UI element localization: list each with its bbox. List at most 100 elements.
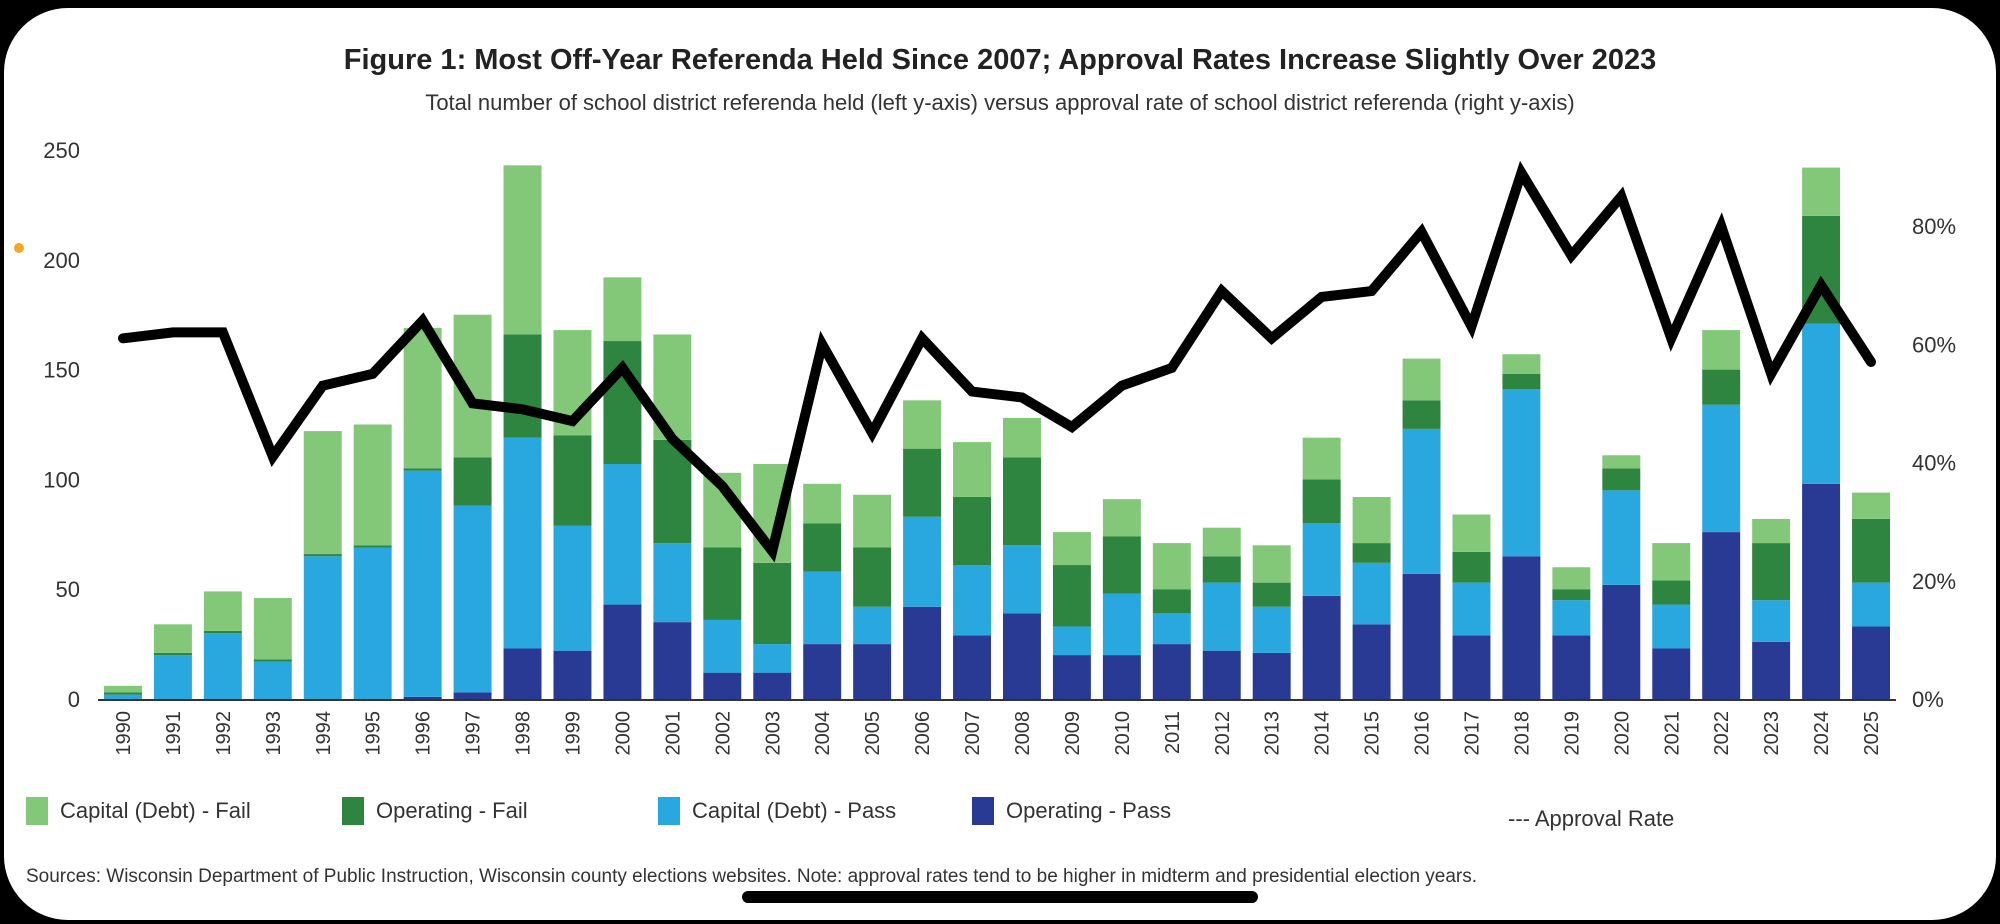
bar-segment-operating-pass: [603, 604, 642, 699]
bar-segment-operating-pass: [403, 696, 442, 699]
bar-segment-capital-debt-fail: [253, 597, 292, 660]
x-tick-label: 2000: [612, 711, 634, 756]
bar-segment-operating-fail: [853, 547, 892, 607]
bar-segment-capital-debt-fail: [1152, 543, 1191, 590]
y-right-tick-label: 20%: [1912, 569, 1956, 594]
bar-segment-capital-debt-fail: [953, 442, 992, 497]
bar-segment-capital-debt-pass: [1602, 490, 1641, 585]
approval-rate-point: [721, 485, 724, 488]
approval-rate-point: [1120, 384, 1123, 387]
legend-label: Operating - Fail: [376, 798, 528, 823]
approval-rate-point: [471, 402, 474, 405]
bar-segment-capital-debt-fail: [903, 400, 942, 449]
bar-segment-capital-debt-fail: [1052, 532, 1091, 566]
x-tick-label: 2012: [1212, 711, 1234, 756]
bar-segment-capital-debt-fail: [503, 165, 542, 335]
bar-segment-capital-debt-fail: [1352, 496, 1391, 544]
bar-segment-capital-debt-fail: [853, 494, 892, 548]
approval-rate-point: [1170, 366, 1173, 369]
bar-segment-capital-debt-pass: [953, 565, 992, 636]
bar-segment-operating-pass: [1252, 652, 1291, 699]
bar-segment-capital-debt-pass: [303, 556, 342, 699]
legend-swatch: [658, 797, 680, 825]
bar-segment-capital-debt-fail: [353, 424, 392, 546]
y-left-tick-label: 150: [43, 358, 80, 383]
bar-segment-capital-debt-pass: [553, 525, 592, 651]
legend-label: Capital (Debt) - Pass: [692, 798, 897, 823]
bar-segment-capital-debt-fail: [203, 591, 242, 631]
x-tick-label: 2001: [662, 711, 684, 756]
bar-segment-operating-fail: [1452, 551, 1491, 583]
bar-segment-operating-fail: [353, 545, 392, 548]
bar-segment-capital-debt-pass: [903, 516, 942, 607]
bar-segment-capital-debt-fail: [1202, 527, 1241, 557]
x-tick-label: 2014: [1312, 711, 1334, 756]
x-tick-label: 2019: [1561, 711, 1583, 756]
bar-segment-operating-pass: [503, 648, 542, 699]
x-tick-label: 2017: [1461, 711, 1483, 756]
bar-segment-capital-debt-pass: [1202, 582, 1241, 651]
x-tick-label: 1996: [413, 711, 435, 756]
x-tick-label: 2010: [1112, 711, 1134, 756]
bar-segment-operating-pass: [953, 635, 992, 699]
bar-segment-operating-fail: [1552, 589, 1591, 601]
approval-rate-point: [871, 431, 874, 434]
bar-segment-operating-fail: [1102, 536, 1141, 594]
bar-segment-operating-pass: [1052, 655, 1091, 699]
bar-segment-operating-fail: [1502, 373, 1541, 390]
bar-segment-operating-fail: [1352, 543, 1391, 563]
bar-segment-operating-fail: [753, 562, 792, 645]
bar-segment-capital-debt-fail: [803, 483, 842, 524]
y-left-tick-label: 200: [43, 248, 80, 273]
x-tick-label: 2023: [1761, 711, 1783, 756]
bar-segment-capital-debt-pass: [1552, 600, 1591, 636]
bar-segment-capital-debt-pass: [1052, 626, 1091, 656]
x-tick-label: 1993: [263, 711, 285, 756]
bar-segment-capital-debt-fail: [1502, 354, 1541, 374]
approval-rate-point: [971, 390, 974, 393]
x-tick-label: 2020: [1611, 711, 1633, 756]
bar-segment-operating-pass: [1702, 532, 1741, 699]
bar-segment-operating-fail: [1752, 543, 1791, 601]
bar-segment-capital-debt-pass: [203, 633, 242, 699]
x-tick-label: 2003: [762, 711, 784, 756]
bar-segment-operating-pass: [753, 672, 792, 699]
bar-segment-capital-debt-pass: [453, 505, 492, 693]
y-left-tick-label: 50: [56, 577, 80, 602]
bar-segment-capital-debt-pass: [603, 464, 642, 605]
bar-segment-operating-pass: [1202, 650, 1241, 699]
bar-segment-operating-pass: [1002, 613, 1041, 699]
bar-segment-operating-fail: [153, 652, 192, 656]
x-tick-label: 2018: [1511, 711, 1533, 756]
approval-rate-point: [521, 408, 524, 411]
approval-rate-point: [921, 337, 924, 340]
bar-segment-capital-debt-fail: [103, 685, 142, 693]
bar-segment-operating-fail: [1152, 589, 1191, 614]
bar-segment-operating-fail: [903, 448, 942, 517]
approval-rate-point: [1820, 284, 1823, 287]
x-tick-label: 2016: [1412, 711, 1434, 756]
bar-segment-operating-fail: [1652, 580, 1691, 605]
bar-segment-capital-debt-pass: [1702, 404, 1741, 533]
bar-segment-operating-fail: [203, 630, 242, 634]
bar-segment-operating-pass: [903, 606, 942, 699]
bar-segment-capital-debt-pass: [653, 543, 692, 623]
approval-rate-point: [571, 420, 574, 423]
x-tick-label: 2004: [812, 711, 834, 756]
bar-segment-operating-pass: [853, 644, 892, 699]
x-tick-label: 2009: [1062, 711, 1084, 756]
bar-segment-operating-fail: [953, 496, 992, 566]
approval-rate-point: [171, 331, 174, 334]
bar-segment-operating-pass: [1102, 655, 1141, 699]
bar-segment-operating-pass: [703, 672, 742, 699]
y-right-tick-label: 40%: [1912, 451, 1956, 476]
x-tick-label: 2008: [1012, 711, 1034, 756]
approval-rate-point: [1320, 295, 1323, 298]
bar-segment-capital-debt-pass: [1002, 545, 1041, 614]
approval-rate-point: [271, 455, 274, 458]
bar-segment-capital-debt-pass: [1502, 389, 1541, 557]
approval-rate-point: [821, 343, 824, 346]
approval-rate-point: [1270, 337, 1273, 340]
legend-label: --- Approval Rate: [1508, 806, 1675, 831]
approval-rate-point: [371, 372, 374, 375]
